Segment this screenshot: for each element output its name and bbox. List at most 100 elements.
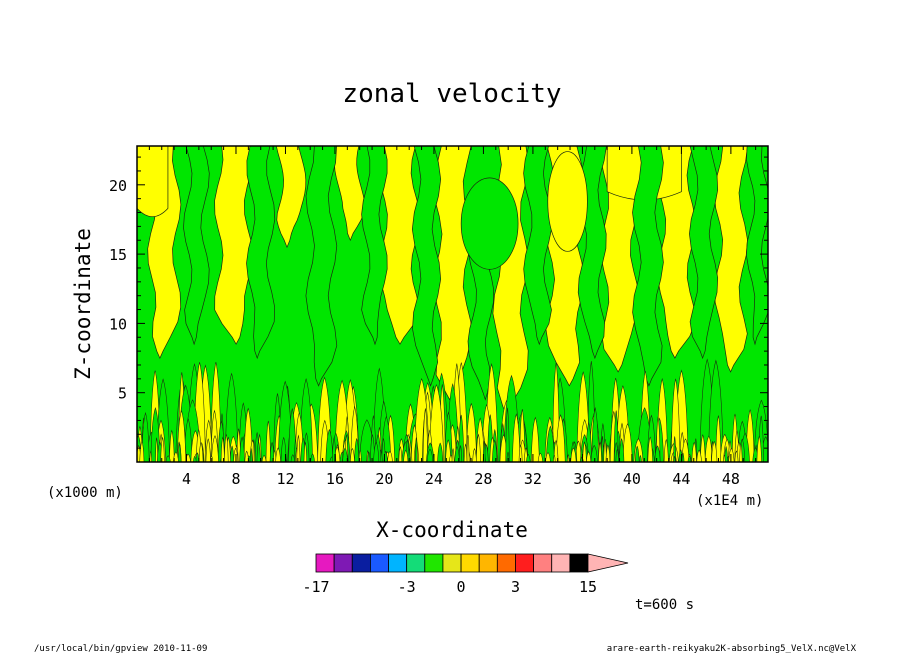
x-tick-label: 20 xyxy=(375,470,393,488)
colorbar-cell xyxy=(496,553,516,573)
yellow-column-2 xyxy=(275,146,307,249)
colorbar-cell xyxy=(551,553,571,573)
colorbar-cell xyxy=(569,553,589,573)
footer-right: arare-earth-reikyaku2K-absorbing5_VelX.n… xyxy=(607,644,857,654)
y-tick-label: 5 xyxy=(118,385,127,403)
finger-2-120 xyxy=(290,454,295,462)
x-tick-label: 4 xyxy=(182,470,191,488)
finger-2-151 xyxy=(350,448,355,462)
colorbar-cell xyxy=(406,553,426,573)
green-column-0 xyxy=(183,146,210,346)
finger-2-74 xyxy=(224,433,229,462)
x-unit-right: (x1E4 m) xyxy=(696,493,763,509)
finger-2-47 xyxy=(673,436,677,462)
x-tick-label: 8 xyxy=(231,470,240,488)
x-tick-label: 36 xyxy=(573,470,591,488)
velocity-field xyxy=(137,146,768,462)
finger-2-150 xyxy=(303,441,307,462)
colorbar-cell xyxy=(388,553,408,573)
finger-2-144 xyxy=(367,451,371,462)
y-tick-label: 20 xyxy=(109,177,127,195)
colorbar-cell xyxy=(515,553,535,573)
finger-2-117 xyxy=(618,438,625,462)
finger-2-69 xyxy=(139,440,145,462)
y-tick-label: 10 xyxy=(109,315,127,333)
finger-2-115 xyxy=(691,441,697,462)
finger-2-31 xyxy=(598,441,602,462)
finger-2-22 xyxy=(261,455,267,462)
x-axis-label: X-coordinate xyxy=(376,518,528,542)
footer-left: /usr/local/bin/gpview 2010-11-09 xyxy=(34,644,207,654)
finger-2-142 xyxy=(526,454,531,462)
yellow-column-10 xyxy=(713,146,748,373)
finger-2-147 xyxy=(739,442,743,462)
finger-2-61 xyxy=(699,434,706,462)
colorbar-cell xyxy=(533,553,553,573)
finger-2-84 xyxy=(663,438,669,462)
colorbar-cell xyxy=(424,553,444,573)
finger-1-43 xyxy=(437,442,444,462)
yellow-column-3 xyxy=(334,146,366,242)
green-column-2 xyxy=(305,146,338,387)
yellow-column-1 xyxy=(214,146,254,345)
finger-2-130 xyxy=(681,452,685,462)
time-annotation: t=600 s xyxy=(635,597,694,613)
x-tick-label: 44 xyxy=(672,470,690,488)
colorbar-label: 15 xyxy=(579,578,597,596)
finger-2-159 xyxy=(463,443,468,462)
colorbar-cell xyxy=(315,553,335,573)
finger-2-96 xyxy=(451,448,455,462)
finger-2-88 xyxy=(566,454,570,462)
finger-2-114 xyxy=(173,451,179,462)
finger-0-69 xyxy=(428,384,445,462)
green-column-3 xyxy=(361,146,388,346)
colorbar-label: 0 xyxy=(457,578,466,596)
x-tick-label: 16 xyxy=(326,470,344,488)
finger-0-51 xyxy=(670,378,681,462)
finger-2-106 xyxy=(570,447,577,462)
finger-2-83 xyxy=(449,454,453,462)
finger-2-154 xyxy=(723,454,726,462)
finger-2-108 xyxy=(398,446,403,462)
finger-2-110 xyxy=(518,444,523,462)
finger-1-84 xyxy=(505,407,510,462)
patch-1 xyxy=(547,151,588,252)
colorbar-label: -3 xyxy=(398,578,416,596)
x-tick-label: 12 xyxy=(276,470,294,488)
x-tick-label: 40 xyxy=(623,470,641,488)
y-tick-label: 15 xyxy=(109,246,127,264)
chart-title: zonal velocity xyxy=(342,79,561,109)
finger-2-60 xyxy=(239,436,245,462)
x-tick-label: 32 xyxy=(524,470,542,488)
finger-2-41 xyxy=(654,445,661,462)
colorbar-cell xyxy=(351,553,371,573)
colorbar-label: -17 xyxy=(302,578,329,596)
x-tick-label: 48 xyxy=(722,470,740,488)
finger-1-107 xyxy=(590,444,598,462)
top-band-0 xyxy=(137,146,169,218)
finger-1-27 xyxy=(354,437,360,462)
x-unit-left: (x1000 m) xyxy=(47,485,123,501)
finger-2-94 xyxy=(476,433,481,462)
finger-2-132 xyxy=(310,453,315,462)
y-axis-label: Z-coordinate xyxy=(71,228,95,380)
finger-2-146 xyxy=(252,439,256,462)
finger-2-137 xyxy=(249,447,253,462)
finger-2-118 xyxy=(605,444,611,462)
finger-2-107 xyxy=(280,436,287,462)
finger-2-16 xyxy=(537,452,543,462)
yellow-column-4 xyxy=(378,146,420,345)
x-tick-label: 28 xyxy=(474,470,492,488)
finger-2-139 xyxy=(756,435,762,462)
finger-2-116 xyxy=(466,435,470,462)
finger-2-104 xyxy=(177,442,182,462)
finger-2-124 xyxy=(160,436,165,462)
finger-2-63 xyxy=(711,440,718,462)
finger-2-122 xyxy=(647,436,653,462)
finger-2-145 xyxy=(492,439,498,462)
finger-2-158 xyxy=(459,444,463,462)
green-column-6 xyxy=(523,146,553,346)
